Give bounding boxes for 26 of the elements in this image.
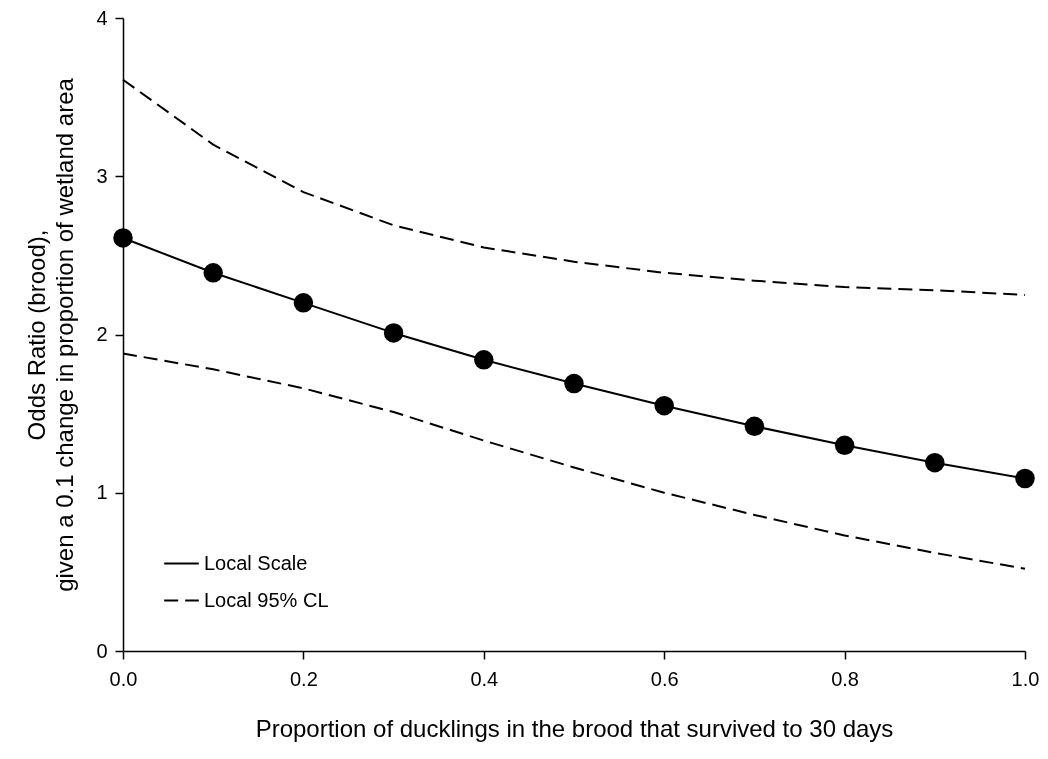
legend-label: Local Scale <box>204 551 308 574</box>
point <box>834 435 855 455</box>
x-tick-label: 0.4 <box>470 667 499 690</box>
x-tick-label: 0.0 <box>109 667 138 690</box>
x-tick-label: 1.0 <box>1011 667 1040 690</box>
point <box>113 228 133 248</box>
y-tick-label: 2 <box>96 323 108 345</box>
y-tick-label: 3 <box>96 164 108 187</box>
y-tick-label: 0 <box>96 639 108 662</box>
x-tick-label: 0.8 <box>831 667 860 690</box>
point <box>203 263 223 283</box>
y-tick-label: 1 <box>96 481 108 504</box>
point <box>383 323 404 343</box>
x-tick-label: 0.6 <box>650 667 679 690</box>
point <box>564 373 584 394</box>
point <box>1015 468 1035 489</box>
legend-label: Local 95% CL <box>204 588 329 611</box>
x-axis-title: Proportion of ducklings in the brood that survived to 30 days <box>255 714 894 742</box>
y-axis-title: Odds Ratio (brood), given a 0.1 change in proportion of wetland area <box>23 77 79 592</box>
y-tick-label: 4 <box>96 6 108 29</box>
point <box>925 452 945 473</box>
point <box>744 416 765 437</box>
point <box>654 395 674 416</box>
point <box>293 293 314 313</box>
x-tick-label: 0.2 <box>289 667 318 690</box>
point <box>474 350 494 370</box>
